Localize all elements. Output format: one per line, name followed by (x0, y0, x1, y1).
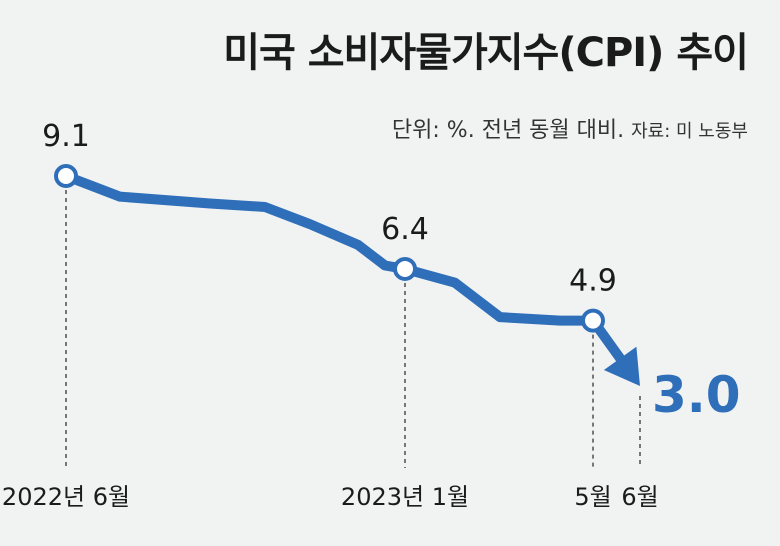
chart-title: 미국 소비자물가지수(CPI) 추이 (223, 30, 749, 76)
unit-note: 단위: %. 전년 동월 대비. (391, 118, 625, 143)
source-note: 자료: 미 노동부 (631, 121, 748, 142)
data-label: 6.4 (381, 212, 429, 247)
x-tick-label: 2022년 6월 (2, 483, 130, 511)
x-tick-label: 2023년 1월 (341, 483, 469, 511)
data-point-marker (54, 164, 78, 188)
x-tick-label: 6월 (621, 483, 658, 511)
data-label: 9.1 (42, 119, 90, 154)
x-tick-label: 5월 (574, 483, 611, 511)
arrow-head (603, 346, 640, 386)
series-line (61, 171, 598, 326)
data-label: 4.9 (569, 264, 617, 299)
chart-subtitle: 단위: %. 전년 동월 대비. 자료: 미 노동부 (392, 112, 748, 144)
data-point-marker (393, 256, 417, 281)
data-point-marker (581, 308, 605, 333)
data-label-final: 3.0 (652, 366, 741, 424)
